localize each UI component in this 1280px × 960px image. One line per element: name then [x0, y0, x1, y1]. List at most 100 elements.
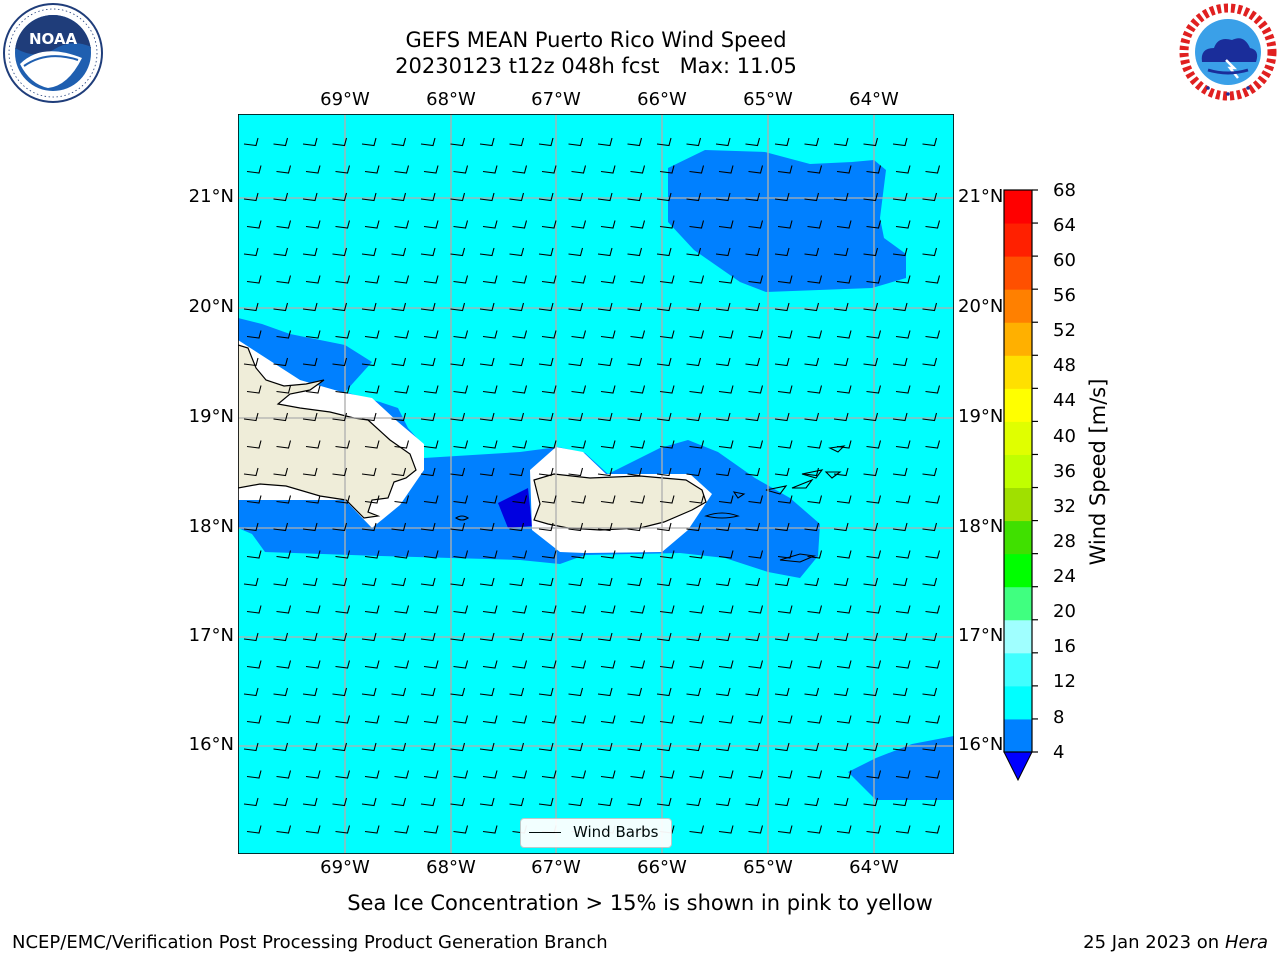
wind-barb — [922, 247, 938, 257]
wind-barb — [718, 550, 734, 559]
wind-barb — [305, 770, 321, 779]
wind-barb — [305, 440, 321, 449]
wind-barb — [866, 660, 882, 669]
wind-barb — [420, 632, 436, 642]
colorbar-segment — [1004, 652, 1032, 687]
wind-barb — [450, 412, 466, 422]
wind-barb — [686, 797, 702, 807]
wind-barb — [509, 467, 525, 477]
wind-barb — [656, 137, 672, 147]
wind-barb — [686, 357, 702, 367]
wind-barb — [627, 797, 643, 807]
wind-barb — [305, 330, 321, 339]
wind-barb — [361, 137, 377, 147]
wind-barb — [807, 495, 823, 504]
wind-barb — [571, 715, 587, 724]
wind-barb — [246, 715, 262, 724]
wind-barb — [450, 687, 466, 697]
wind-barb — [512, 385, 528, 394]
wind-barb — [597, 742, 613, 752]
wind-barb — [597, 412, 613, 422]
wind-barb — [482, 385, 498, 394]
wind-barb — [833, 742, 849, 752]
wind-barb — [748, 330, 764, 339]
wind-barb — [925, 440, 941, 449]
legend: Wind Barbs — [520, 818, 672, 848]
wind-barb — [423, 440, 439, 449]
wind-barb — [568, 577, 584, 587]
wind-barb — [302, 742, 318, 752]
wind-barb — [571, 495, 587, 504]
wind-barb — [774, 742, 790, 752]
wind-barb — [391, 797, 407, 807]
wind-barb — [866, 385, 882, 394]
wind-barb — [600, 440, 616, 449]
wind-barb — [892, 467, 908, 477]
wind-barb — [568, 632, 584, 642]
wind-barb — [509, 632, 525, 642]
wind-barb — [273, 137, 289, 147]
wind-barb — [332, 577, 348, 587]
wind-barb — [689, 165, 705, 174]
wind-barb — [627, 577, 643, 587]
lon-label-bottom: 64°W — [849, 857, 899, 878]
wind-barb — [659, 770, 675, 779]
wind-barb — [332, 742, 348, 752]
wind-barb — [243, 467, 259, 477]
wind-barb — [833, 687, 849, 697]
wind-barb — [364, 440, 380, 449]
wind-barb — [686, 302, 702, 312]
wind-barb — [423, 330, 439, 339]
wind-barb — [482, 550, 498, 559]
wind-barb — [656, 192, 672, 202]
wind-barb — [686, 632, 702, 642]
wind-barb — [774, 412, 790, 422]
wind-barb — [892, 797, 908, 807]
wind-barb — [630, 220, 646, 229]
wind-barb — [246, 550, 262, 559]
wind-barb — [276, 165, 292, 174]
wind-barb — [777, 275, 793, 284]
wind-barb — [774, 357, 790, 367]
wind-barb — [335, 330, 351, 339]
wind-barb — [627, 302, 643, 312]
wind-barb — [656, 632, 672, 642]
wind-barb — [482, 275, 498, 284]
sea-ice-note: Sea Ice Concentration > 15% is shown in … — [347, 891, 933, 915]
wind-barb — [774, 522, 790, 532]
wind-barb — [597, 522, 613, 532]
wind-barb — [361, 742, 377, 752]
lat-label-right: 16°N — [958, 734, 1004, 755]
colorbar-tick: 64 — [1053, 215, 1076, 236]
wind-barb — [866, 550, 882, 559]
wind-barb — [391, 247, 407, 257]
colorbar-tick: 44 — [1053, 390, 1076, 411]
wind-barb — [659, 165, 675, 174]
wind-barb — [509, 577, 525, 587]
wind-barb — [807, 385, 823, 394]
wind-barb — [745, 632, 761, 642]
wind-barb — [833, 797, 849, 807]
wind-barb — [866, 770, 882, 779]
wind-barb — [479, 357, 495, 367]
wind-barb — [394, 275, 410, 284]
wind-barb — [656, 797, 672, 807]
wind-barb — [925, 770, 941, 779]
wind-barb — [689, 605, 705, 614]
wind-barb — [332, 467, 348, 477]
wind-barb — [276, 660, 292, 669]
wind-barb — [361, 302, 377, 312]
wind-barb — [715, 742, 731, 752]
wind-barb — [804, 412, 820, 422]
lon-label-top: 67°W — [531, 89, 581, 110]
wind-barb — [538, 687, 554, 697]
wind-barb — [804, 302, 820, 312]
wind-barb — [866, 165, 882, 174]
wind-barb — [866, 275, 882, 284]
wind-barb — [804, 357, 820, 367]
wind-barb — [892, 632, 908, 642]
wind-barb — [597, 797, 613, 807]
wind-barb — [656, 522, 672, 532]
lon-label-bottom: 67°W — [531, 857, 581, 878]
wind-barb — [777, 220, 793, 229]
